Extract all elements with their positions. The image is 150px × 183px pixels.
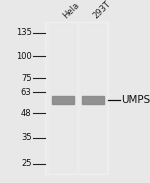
Text: 48: 48: [21, 109, 32, 118]
Bar: [46, 23, 107, 173]
Bar: [51, 24, 75, 172]
Text: 293T: 293T: [92, 0, 113, 20]
Bar: [82, 96, 104, 104]
Text: 25: 25: [21, 159, 32, 168]
Bar: [52, 96, 74, 104]
Bar: [81, 24, 105, 172]
Text: 100: 100: [16, 52, 32, 61]
Text: 135: 135: [16, 28, 32, 37]
Bar: [45, 22, 108, 174]
Text: Hela: Hela: [61, 0, 81, 20]
Text: 35: 35: [21, 133, 32, 142]
Text: 75: 75: [21, 74, 32, 83]
Text: UMPS: UMPS: [122, 95, 150, 105]
Text: 63: 63: [21, 87, 32, 96]
